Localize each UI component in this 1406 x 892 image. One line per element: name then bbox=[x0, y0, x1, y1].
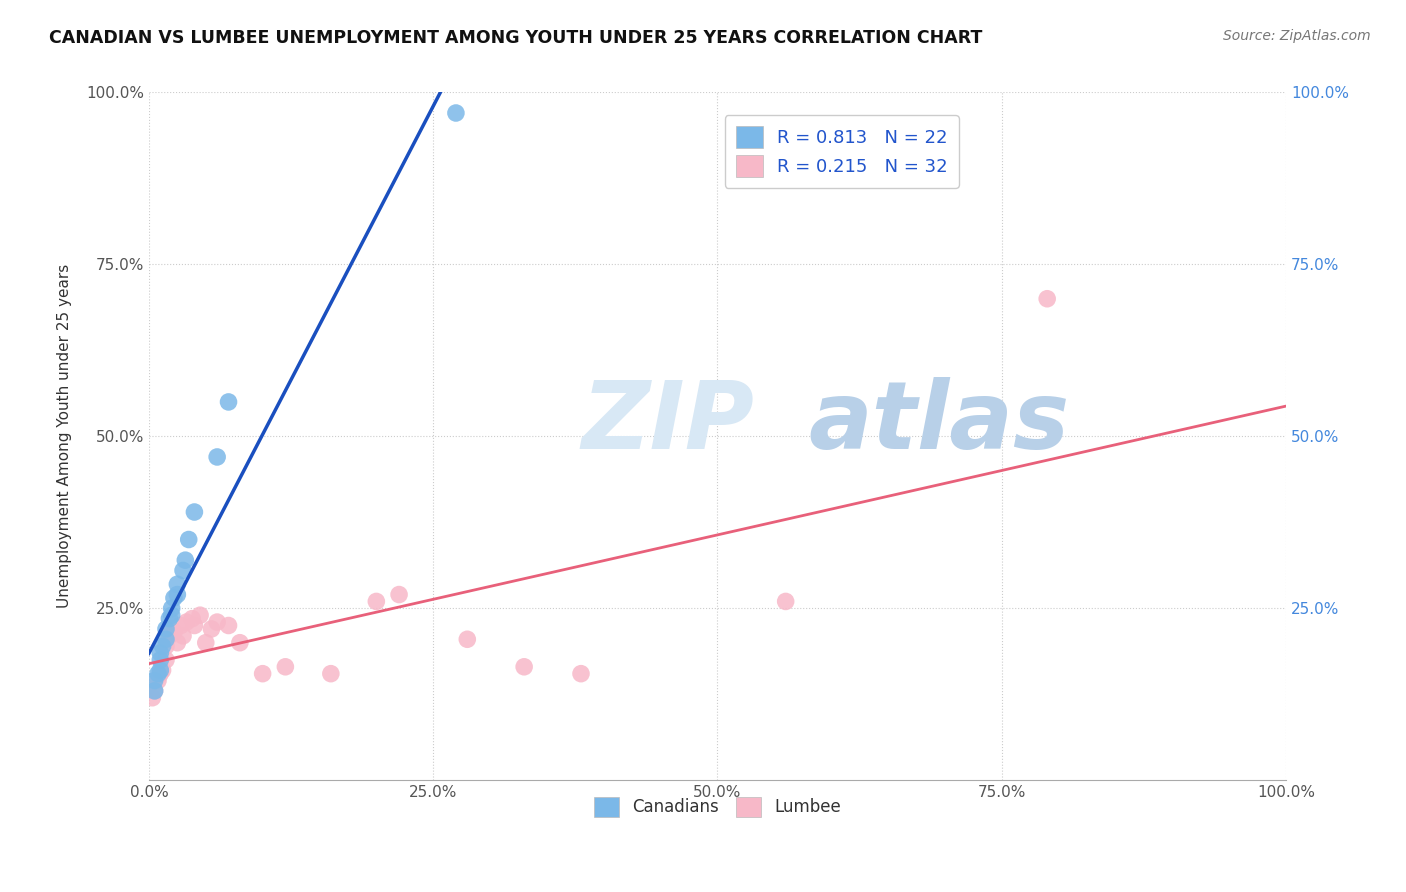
Point bbox=[200, 622, 222, 636]
Point bbox=[141, 690, 163, 705]
Point bbox=[149, 666, 172, 681]
Point bbox=[172, 564, 194, 578]
Point bbox=[174, 553, 197, 567]
Point bbox=[166, 588, 188, 602]
Point bbox=[177, 533, 200, 547]
Point bbox=[319, 666, 342, 681]
Point bbox=[176, 615, 198, 629]
Point bbox=[181, 612, 204, 626]
Point bbox=[205, 615, 228, 629]
Point bbox=[160, 622, 183, 636]
Point bbox=[205, 450, 228, 464]
Point bbox=[157, 612, 180, 626]
Point bbox=[569, 666, 592, 681]
Point bbox=[170, 618, 193, 632]
Point bbox=[188, 608, 211, 623]
Point bbox=[1036, 292, 1059, 306]
Point bbox=[152, 663, 174, 677]
Point bbox=[218, 395, 240, 409]
Point bbox=[143, 684, 166, 698]
Point bbox=[218, 618, 240, 632]
Text: ZIP: ZIP bbox=[581, 376, 754, 468]
Point bbox=[163, 591, 186, 605]
Point bbox=[166, 636, 188, 650]
Point bbox=[183, 618, 205, 632]
Point bbox=[775, 594, 797, 608]
Point bbox=[143, 684, 166, 698]
Point bbox=[166, 577, 188, 591]
Point bbox=[149, 663, 172, 677]
Point bbox=[229, 636, 252, 650]
Point bbox=[155, 622, 177, 636]
Legend: Canadians, Lumbee: Canadians, Lumbee bbox=[588, 790, 848, 823]
Point bbox=[366, 594, 388, 608]
Text: atlas: atlas bbox=[808, 376, 1070, 468]
Point bbox=[388, 588, 411, 602]
Point bbox=[157, 629, 180, 643]
Point bbox=[274, 660, 297, 674]
Point bbox=[155, 639, 177, 653]
Y-axis label: Unemployment Among Youth under 25 years: Unemployment Among Youth under 25 years bbox=[58, 264, 72, 608]
Point bbox=[149, 653, 172, 667]
Point bbox=[252, 666, 274, 681]
Point bbox=[513, 660, 536, 674]
Point bbox=[149, 646, 172, 660]
Point bbox=[172, 629, 194, 643]
Text: CANADIAN VS LUMBEE UNEMPLOYMENT AMONG YOUTH UNDER 25 YEARS CORRELATION CHART: CANADIAN VS LUMBEE UNEMPLOYMENT AMONG YO… bbox=[49, 29, 983, 46]
Point bbox=[146, 666, 169, 681]
Point bbox=[155, 632, 177, 647]
Point bbox=[155, 653, 177, 667]
Text: Source: ZipAtlas.com: Source: ZipAtlas.com bbox=[1223, 29, 1371, 43]
Point bbox=[160, 608, 183, 623]
Point bbox=[444, 106, 467, 120]
Point bbox=[152, 639, 174, 653]
Point bbox=[194, 636, 217, 650]
Point bbox=[160, 601, 183, 615]
Point bbox=[143, 673, 166, 688]
Point bbox=[146, 673, 169, 688]
Point bbox=[163, 625, 186, 640]
Point bbox=[183, 505, 205, 519]
Point bbox=[456, 632, 478, 647]
